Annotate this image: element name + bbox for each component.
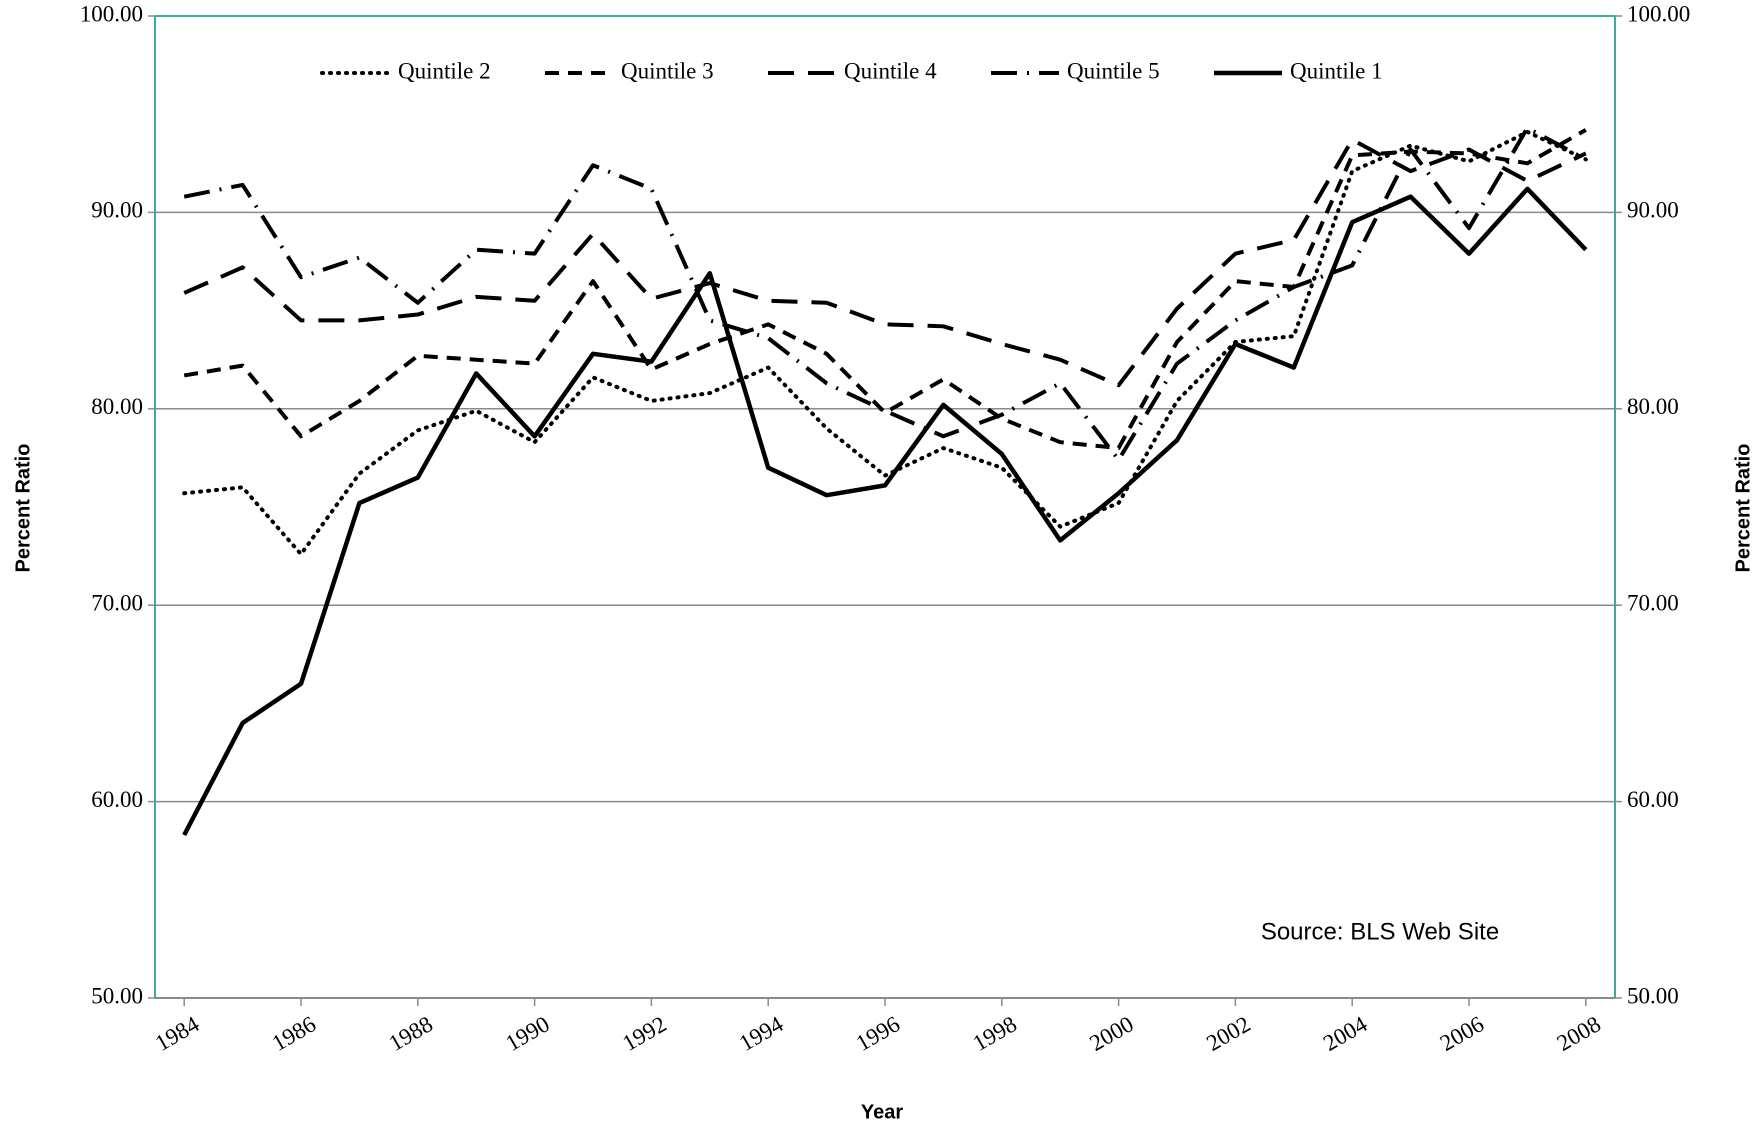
legend-label: Quintile 2 <box>398 58 491 83</box>
x-tick-label: 1994 <box>735 1011 788 1056</box>
series-line <box>182 186 1588 837</box>
x-tick-label: 1992 <box>618 1011 670 1056</box>
y2-tick-label: 100.00 <box>1627 1 1690 26</box>
y2-tick-label: 70.00 <box>1627 590 1679 615</box>
y2-axis-title: Percent Ratio <box>1732 444 1754 573</box>
legend-label: Quintile 5 <box>1067 58 1160 83</box>
series-line <box>182 129 1588 557</box>
y2-tick-label: 80.00 <box>1627 394 1679 419</box>
x-tick-label: 1986 <box>268 1011 320 1056</box>
x-axis-title: Year <box>861 1101 903 1123</box>
x-tick-label: 2004 <box>1319 1011 1372 1056</box>
y-axis-title: Percent Ratio <box>12 444 34 573</box>
y2-tick-label: 60.00 <box>1627 787 1679 812</box>
series-line <box>183 128 1587 451</box>
x-tick-label: 1990 <box>501 1011 553 1056</box>
x-tick-label: 1998 <box>969 1011 1021 1056</box>
x-tick-label: 2006 <box>1436 1011 1488 1056</box>
y-tick-label: 60.00 <box>91 787 143 812</box>
x-tick-label: 2008 <box>1553 1011 1605 1056</box>
legend-label: Quintile 4 <box>844 58 937 83</box>
x-tick-label: 1996 <box>852 1011 904 1056</box>
y2-tick-label: 90.00 <box>1627 198 1679 223</box>
x-tick-label: 1988 <box>385 1011 437 1056</box>
legend-label: Quintile 3 <box>621 58 714 83</box>
y-tick-label: 50.00 <box>91 983 143 1008</box>
x-tick-label: 2000 <box>1085 1011 1137 1056</box>
x-tick-label: 1984 <box>151 1011 204 1056</box>
series-line <box>183 125 1587 462</box>
y2-tick-label: 50.00 <box>1627 983 1679 1008</box>
y-tick-label: 70.00 <box>91 590 143 615</box>
y-tick-label: 80.00 <box>91 394 143 419</box>
x-tick-label: 2002 <box>1202 1011 1254 1056</box>
y-tick-label: 100.00 <box>80 1 143 26</box>
series-line <box>183 137 1587 388</box>
y-tick-label: 90.00 <box>91 198 143 223</box>
legend-label: Quintile 1 <box>1290 58 1383 83</box>
annotation: Source: BLS Web Site <box>1261 918 1499 945</box>
